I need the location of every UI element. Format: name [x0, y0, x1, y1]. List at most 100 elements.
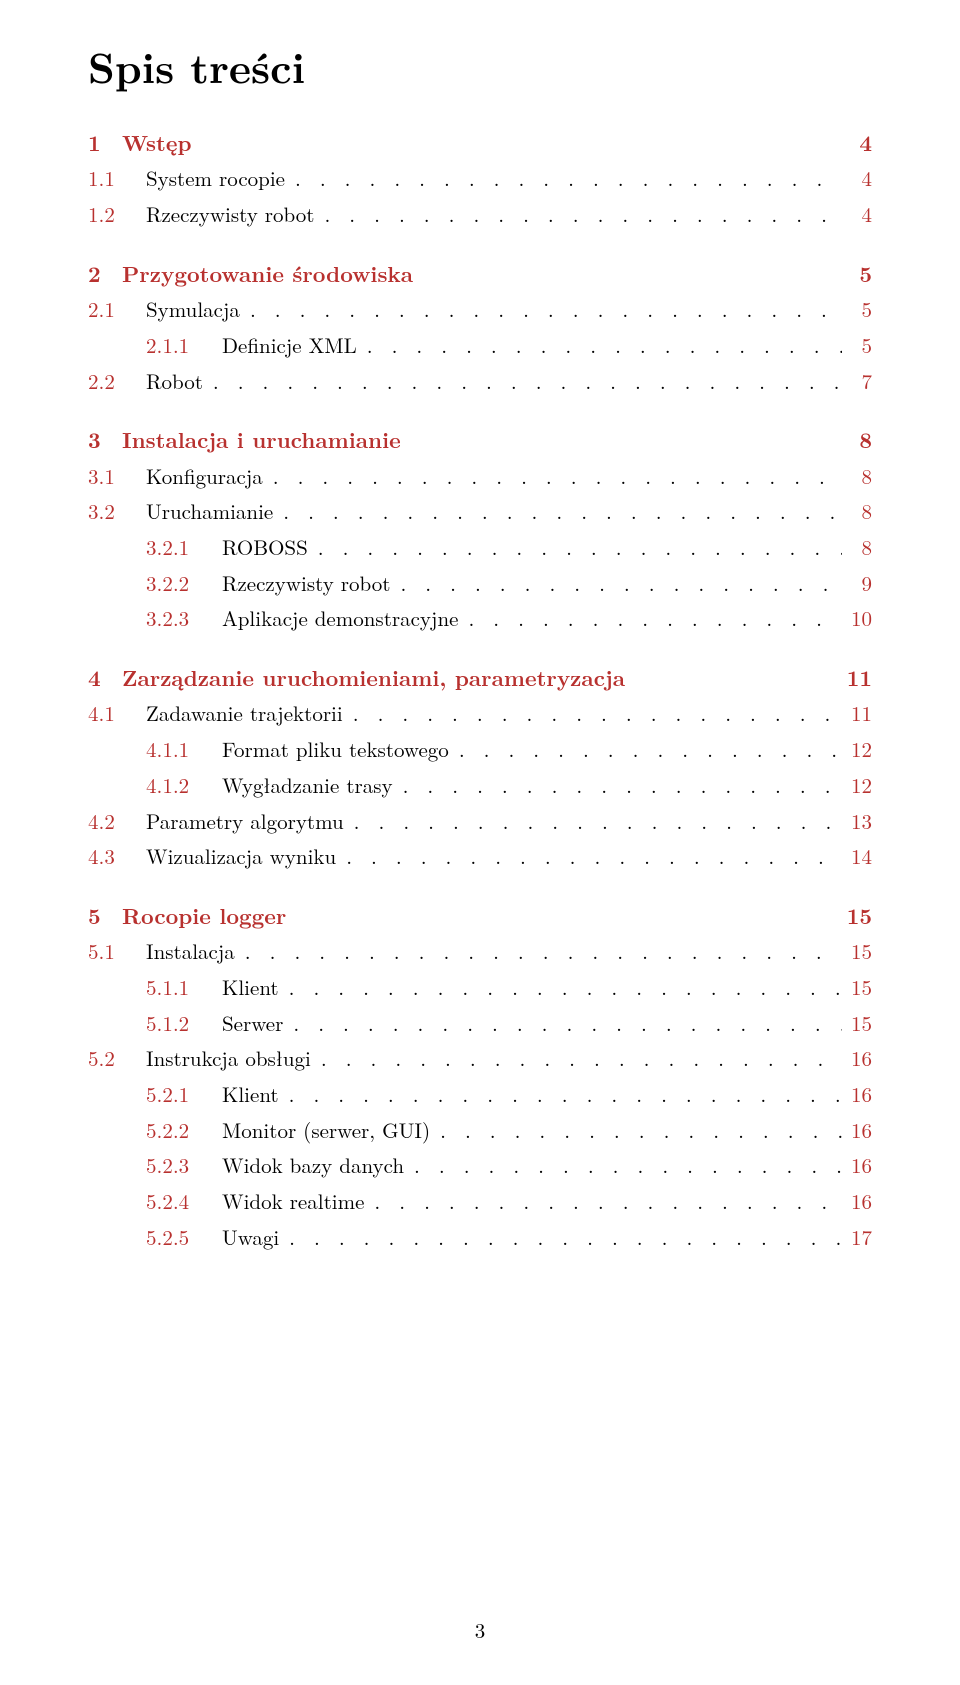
toc-entry-number[interactable]: 4.1: [88, 696, 146, 732]
toc-entry-number[interactable]: 5: [88, 897, 122, 934]
toc-leader-dots: [344, 804, 842, 840]
toc-entry-number[interactable]: 5.2.5: [146, 1220, 222, 1256]
toc-entry: 4.1.1Format pliku tekstowego 12: [88, 732, 872, 768]
toc-entry-label[interactable]: Instalacja i uruchamianie: [122, 421, 401, 458]
toc-entry-number[interactable]: 4.1.1: [146, 732, 222, 768]
toc-entry-page[interactable]: 11: [842, 659, 872, 696]
toc-entry-page[interactable]: 15: [842, 934, 872, 970]
toc-entry-number[interactable]: 4.2: [88, 804, 146, 840]
toc-entry-label[interactable]: Konfiguracja: [146, 459, 263, 495]
toc-entry-number[interactable]: 5.2.2: [146, 1113, 222, 1149]
toc-entry-number[interactable]: 4.1.2: [146, 768, 222, 804]
toc-entry-number[interactable]: 5.2.4: [146, 1184, 222, 1220]
toc-entry-page[interactable]: 15: [842, 897, 872, 934]
toc-entry-page[interactable]: 10: [842, 601, 872, 637]
toc-entry-number[interactable]: 3.1: [88, 459, 146, 495]
toc-entry-page[interactable]: 9: [842, 566, 872, 602]
toc-entry-label[interactable]: Uruchamianie: [146, 494, 273, 530]
toc-entry-page[interactable]: 12: [842, 768, 872, 804]
toc-entry-number[interactable]: 1.2: [88, 197, 146, 233]
toc-entry-label[interactable]: Parametry algorytmu: [146, 804, 344, 840]
toc-entry-label[interactable]: Instalacja: [146, 934, 235, 970]
toc-entry-label[interactable]: Klient: [222, 970, 279, 1006]
toc-entry-label[interactable]: Przygotowanie środowiska: [122, 255, 413, 292]
toc-entry: 5.1.1Klient 15: [88, 970, 872, 1006]
toc-entry-number[interactable]: 4: [88, 659, 122, 696]
toc-entry-label[interactable]: Rzeczywisty robot: [146, 197, 314, 233]
toc-entry-page[interactable]: 16: [842, 1077, 872, 1113]
toc-entry-label[interactable]: Zadawanie trajektorii: [146, 696, 343, 732]
toc-entry-page[interactable]: 15: [842, 970, 872, 1006]
toc-entry-page[interactable]: 16: [842, 1113, 872, 1149]
toc-entry-label[interactable]: Monitor (serwer, GUI): [222, 1113, 430, 1149]
toc-leader-dots: [449, 732, 842, 768]
toc-entry-page[interactable]: 4: [842, 161, 872, 197]
toc-entry-label[interactable]: Symulacja: [146, 292, 240, 328]
toc-entry-page[interactable]: 8: [842, 494, 872, 530]
toc-entry-number[interactable]: 1: [88, 124, 122, 161]
toc-entry-label[interactable]: Wizualizacja wyniku: [146, 839, 336, 875]
toc-entry-label[interactable]: Robot: [146, 364, 203, 400]
toc-entry-page[interactable]: 5: [842, 328, 872, 364]
toc-entry-number[interactable]: 3.2.3: [146, 601, 222, 637]
toc-entry-number[interactable]: 5.2.3: [146, 1148, 222, 1184]
toc-entry-page[interactable]: 12: [842, 732, 872, 768]
toc-entry-label[interactable]: Klient: [222, 1077, 279, 1113]
toc-entry-page[interactable]: 5: [842, 292, 872, 328]
toc-entry-number[interactable]: 5.1: [88, 934, 146, 970]
toc-entry-label[interactable]: Format pliku tekstowego: [222, 732, 449, 768]
toc-entry-label[interactable]: System rocopie: [146, 161, 285, 197]
toc-entry-number[interactable]: 2.2: [88, 364, 146, 400]
toc-entry: 2Przygotowanie środowiska 5: [88, 255, 872, 292]
toc-entry-number[interactable]: 3: [88, 421, 122, 458]
toc-entry-label[interactable]: Rocopie logger: [122, 897, 286, 934]
toc-entry-label[interactable]: Rzeczywisty robot: [222, 566, 390, 602]
toc-entry-number[interactable]: 5.2: [88, 1041, 146, 1077]
toc-entry-number[interactable]: 2.1.1: [146, 328, 222, 364]
toc-entry-number[interactable]: 5.1.1: [146, 970, 222, 1006]
toc-entry-page[interactable]: 16: [842, 1184, 872, 1220]
toc-entry-page[interactable]: 4: [842, 197, 872, 233]
toc-entry-page[interactable]: 8: [842, 530, 872, 566]
toc-entry-page[interactable]: 8: [842, 459, 872, 495]
toc-entry: 2.1.1Definicje XML 5: [88, 328, 872, 364]
toc-entry-number[interactable]: 2.1: [88, 292, 146, 328]
toc-entry-number[interactable]: 2: [88, 255, 122, 292]
toc-entry-number[interactable]: 5.2.1: [146, 1077, 222, 1113]
toc-leader-dots: [390, 566, 842, 602]
toc-entry: 4.1Zadawanie trajektorii 11: [88, 696, 872, 732]
toc-entry-label[interactable]: Wygładzanie trasy: [222, 768, 393, 804]
toc-entry-label[interactable]: Aplikacje demonstracyjne: [222, 601, 458, 637]
toc-entry-label[interactable]: Definicje XML: [222, 328, 357, 364]
toc-entry-page[interactable]: 13: [842, 804, 872, 840]
toc-entry: 4.2Parametry algorytmu 13: [88, 804, 872, 840]
toc-leader-dots: [203, 364, 842, 400]
toc-entry-page[interactable]: 16: [842, 1148, 872, 1184]
toc-entry-label[interactable]: ROBOSS: [222, 530, 308, 566]
toc-entry-number[interactable]: 4.3: [88, 839, 146, 875]
toc-entry-number[interactable]: 5.1.2: [146, 1006, 222, 1042]
toc-entry-page[interactable]: 17: [842, 1220, 872, 1256]
toc-entry: 5.2.5Uwagi 17: [88, 1220, 872, 1256]
toc-entry-page[interactable]: 11: [842, 696, 872, 732]
toc-entry-page[interactable]: 5: [842, 255, 872, 292]
toc-entry-number[interactable]: 1.1: [88, 161, 146, 197]
toc-entry-page[interactable]: 8: [842, 421, 872, 458]
toc-entry-label[interactable]: Widok bazy danych: [222, 1148, 404, 1184]
toc-entry-label[interactable]: Widok realtime: [222, 1184, 364, 1220]
toc-leader-dots: [235, 934, 842, 970]
toc-entry: 5.2.1Klient 16: [88, 1077, 872, 1113]
toc-entry-label[interactable]: Uwagi: [222, 1220, 279, 1256]
toc-entry-label[interactable]: Zarządzanie uruchomieniami, parametryzac…: [122, 659, 625, 696]
toc-entry-label[interactable]: Instrukcja obsługi: [146, 1041, 311, 1077]
toc-entry-page[interactable]: 15: [842, 1006, 872, 1042]
toc-entry-label[interactable]: Serwer: [222, 1006, 283, 1042]
toc-entry-page[interactable]: 7: [842, 364, 872, 400]
toc-entry-number[interactable]: 3.2.2: [146, 566, 222, 602]
toc-entry-page[interactable]: 4: [842, 124, 872, 161]
toc-entry-number[interactable]: 3.2: [88, 494, 146, 530]
toc-entry-page[interactable]: 16: [842, 1041, 872, 1077]
toc-entry-label[interactable]: Wstęp: [122, 124, 192, 161]
toc-entry-page[interactable]: 14: [842, 839, 872, 875]
toc-entry-number[interactable]: 3.2.1: [146, 530, 222, 566]
